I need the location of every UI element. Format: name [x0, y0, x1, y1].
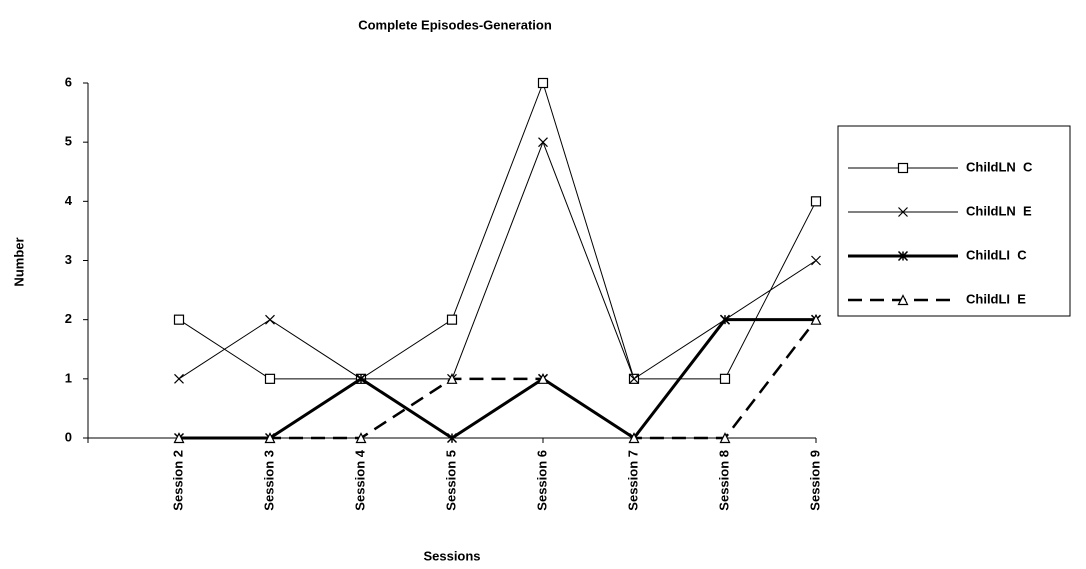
marker	[897, 294, 909, 306]
marker	[264, 432, 276, 444]
x-tick-label: Session 5	[443, 450, 458, 511]
marker	[446, 432, 458, 444]
marker	[174, 373, 184, 384]
marker	[628, 432, 640, 444]
marker	[811, 255, 821, 266]
chart-title: Complete Episodes-Generation	[358, 17, 552, 32]
series-line	[178, 81, 817, 380]
marker	[173, 314, 185, 325]
marker	[446, 372, 458, 384]
marker	[719, 314, 731, 325]
marker	[897, 250, 909, 262]
series-line	[179, 318, 816, 441]
x-tick-label: Session 9	[807, 450, 822, 511]
marker	[265, 314, 275, 325]
marker	[264, 373, 276, 384]
marker	[897, 162, 909, 174]
marker	[629, 373, 639, 384]
x-axis-label: Sessions	[423, 548, 480, 563]
x-tick-label: Session 2	[170, 450, 185, 511]
y-tick-label: 4	[65, 193, 73, 208]
x-tick-label: Session 4	[352, 449, 367, 510]
marker	[355, 432, 367, 444]
series-line	[179, 318, 817, 440]
x-tick-label: Session 7	[625, 450, 640, 511]
y-tick-label: 6	[65, 74, 72, 89]
marker	[173, 432, 185, 444]
marker	[355, 373, 367, 384]
y-tick-label: 3	[65, 252, 72, 267]
marker	[538, 137, 548, 148]
legend-box	[837, 125, 1071, 317]
marker	[446, 314, 458, 325]
y-tick-label: 2	[65, 311, 72, 326]
y-tick-label: 5	[65, 134, 72, 149]
y-tick-label: 0	[65, 429, 72, 444]
marker	[719, 432, 731, 444]
marker	[898, 207, 908, 217]
x-tick-label: Session 8	[716, 450, 731, 511]
marker	[810, 196, 822, 207]
marker	[810, 313, 822, 325]
legend-label: ChildLN E	[966, 203, 1032, 218]
y-tick-label: 1	[65, 370, 72, 385]
legend-label: ChildLI E	[966, 291, 1026, 306]
series-line	[178, 140, 817, 380]
marker	[537, 77, 549, 89]
marker	[537, 372, 549, 384]
legend-label: ChildLI C	[966, 247, 1027, 262]
legend-label: ChildLN C	[966, 159, 1033, 174]
marker	[719, 373, 731, 384]
y-axis-label: Number	[11, 237, 26, 286]
x-tick-label: Session 3	[261, 450, 276, 511]
x-tick-label: Session 6	[534, 450, 549, 511]
